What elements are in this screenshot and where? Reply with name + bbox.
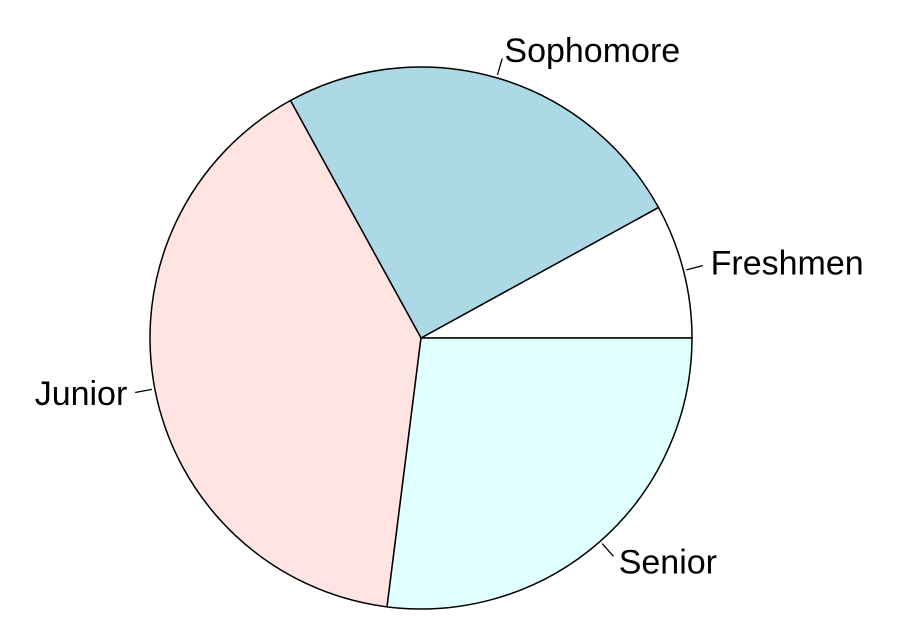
- slice-label-sophomore: Sophomore: [504, 32, 680, 70]
- pie-slice-junior: [149, 99, 422, 608]
- slices-layer: [149, 66, 693, 610]
- leader-line-senior: [601, 543, 614, 557]
- pie-slice-sophomore: [289, 66, 660, 340]
- slice-label-freshmen: Freshmen: [711, 245, 864, 283]
- pie-slice-senior: [386, 337, 693, 610]
- slice-label-senior: Senior: [619, 543, 717, 581]
- pie-slice-freshmen: [420, 206, 693, 339]
- leader-line-freshmen: [686, 265, 704, 271]
- leaders-layer: [135, 58, 704, 557]
- labels-layer: Freshmen Sophomore Junior Senior: [35, 32, 864, 581]
- leader-line-sophomore: [496, 58, 503, 76]
- leader-line-junior: [135, 388, 152, 394]
- slice-label-junior: Junior: [35, 375, 128, 413]
